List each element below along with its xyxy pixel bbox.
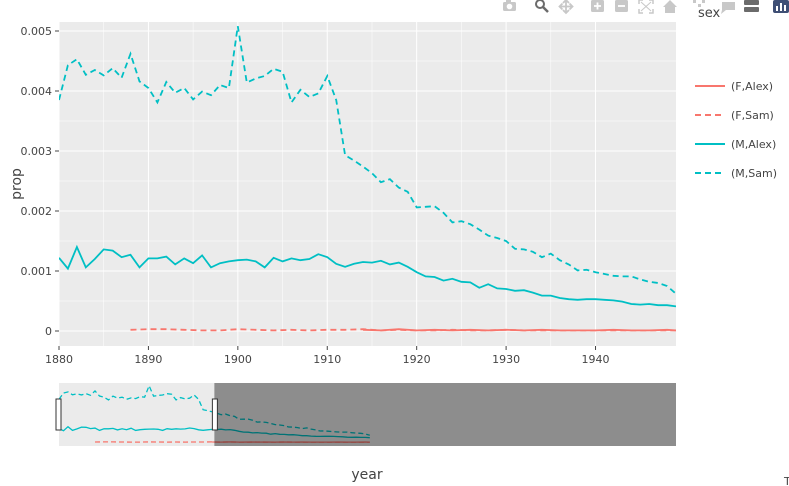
y-axis-ticks: 0 0.001 0.002 0.003 0.004 0.005 <box>21 25 59 338</box>
modebar <box>503 0 789 15</box>
y-tick-label: 0.001 <box>21 265 53 278</box>
legend-label: (F,Sam) <box>731 109 774 122</box>
legend-item[interactable]: (M,Alex) <box>695 138 776 151</box>
hover-compare-icon[interactable] <box>744 0 759 12</box>
zoom-in-icon[interactable] <box>591 0 604 12</box>
series-line-fsam[interactable] <box>130 328 677 332</box>
home-icon[interactable] <box>663 0 677 13</box>
hover-closest-icon[interactable] <box>721 2 735 14</box>
x-tick-label: 1880 <box>45 353 73 366</box>
x-tick-label: 1930 <box>492 353 520 366</box>
series-line-msam[interactable] <box>59 26 676 295</box>
range-slider-background <box>59 383 676 446</box>
pan-icon[interactable] <box>558 0 574 15</box>
x-tick-label: 1920 <box>403 353 431 366</box>
x-axis-ticks: 1880 1890 1900 1910 1920 1930 1940 <box>45 346 610 366</box>
x-tick-label: 1910 <box>313 353 341 366</box>
range-slider-left-handle[interactable] <box>55 398 62 431</box>
range-slider-right-handle[interactable] <box>211 398 218 431</box>
y-tick-label: 0.002 <box>21 205 53 218</box>
y-tick-label: 0 <box>45 325 52 338</box>
x-tick-label: 1890 <box>134 353 162 366</box>
y-tick-label: 0.005 <box>21 25 53 38</box>
series-line-malex[interactable] <box>59 244 676 308</box>
legend-label: (F,Alex) <box>731 80 773 93</box>
series-lines <box>59 26 677 332</box>
plot-area[interactable] <box>59 22 676 346</box>
legend: sex (F,Alex) (F,Sam) (M,Alex) (M,Sam) <box>695 6 777 180</box>
zoom-icon[interactable] <box>535 0 549 13</box>
y-tick-label: 0.004 <box>21 85 53 98</box>
range-slider[interactable] <box>55 383 676 446</box>
legend-label: (M,Alex) <box>731 138 776 151</box>
legend-label: (M,Sam) <box>731 167 777 180</box>
spike-icon[interactable] <box>693 0 705 7</box>
plotly-logo-icon[interactable] <box>773 0 789 13</box>
corner-text: T <box>783 475 789 486</box>
range-slider-mask[interactable] <box>214 383 676 446</box>
y-axis-title: prop <box>9 168 25 200</box>
legend-item[interactable]: (F,Sam) <box>695 109 774 122</box>
x-tick-label: 1900 <box>224 353 252 366</box>
x-tick-label: 1940 <box>582 353 610 366</box>
zoom-out-icon[interactable] <box>615 0 628 12</box>
gridlines <box>58 22 676 346</box>
x-axis-title: year <box>351 467 382 483</box>
legend-title: sex <box>698 6 721 21</box>
camera-icon[interactable] <box>503 0 516 11</box>
y-tick-label: 0.003 <box>21 145 53 158</box>
autoscale-icon[interactable] <box>638 0 654 14</box>
legend-item[interactable]: (F,Alex) <box>695 80 773 93</box>
legend-item[interactable]: (M,Sam) <box>695 167 777 180</box>
